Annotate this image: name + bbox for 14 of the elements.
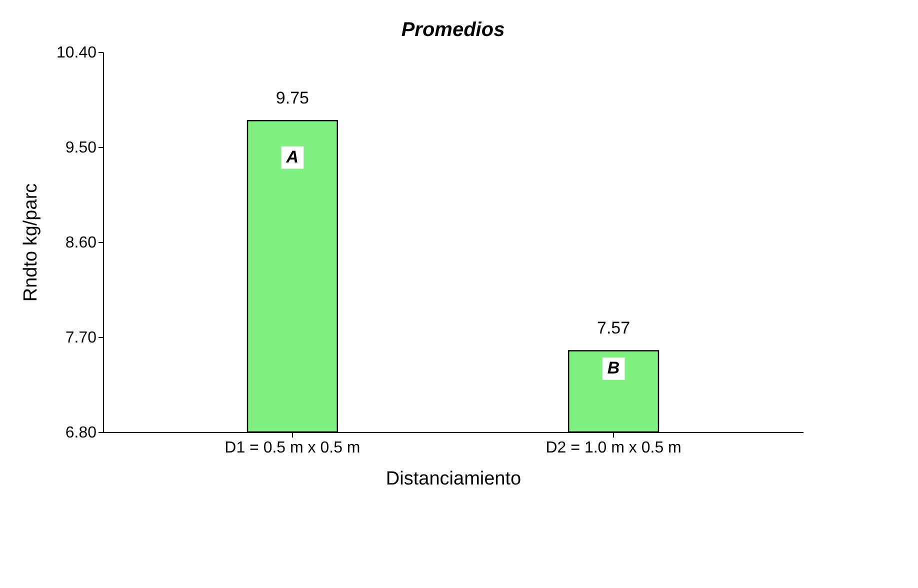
annotation: A [285, 148, 299, 167]
y-tick-label: 8.60 [65, 234, 97, 252]
x-tick-label: D2 = 1.0 m x 0.5 m [546, 440, 682, 456]
y-tick-label: 10.40 [56, 44, 97, 62]
annotation: B [607, 358, 620, 378]
chart-title: Promedios [401, 19, 505, 41]
y-axis-title: Rndto kg/parc [20, 183, 42, 302]
x-tick-label: D1 = 0.5 m x 0.5 m [224, 440, 360, 456]
x-axis-title: Distanciamiento [386, 468, 522, 490]
data-label: 7.57 [597, 318, 630, 338]
y-tick-label: 9.50 [65, 140, 97, 156]
data-label: 9.75 [276, 88, 309, 108]
y-tick-label: 7.70 [65, 330, 97, 346]
y-tick-label: 6.80 [65, 424, 97, 442]
